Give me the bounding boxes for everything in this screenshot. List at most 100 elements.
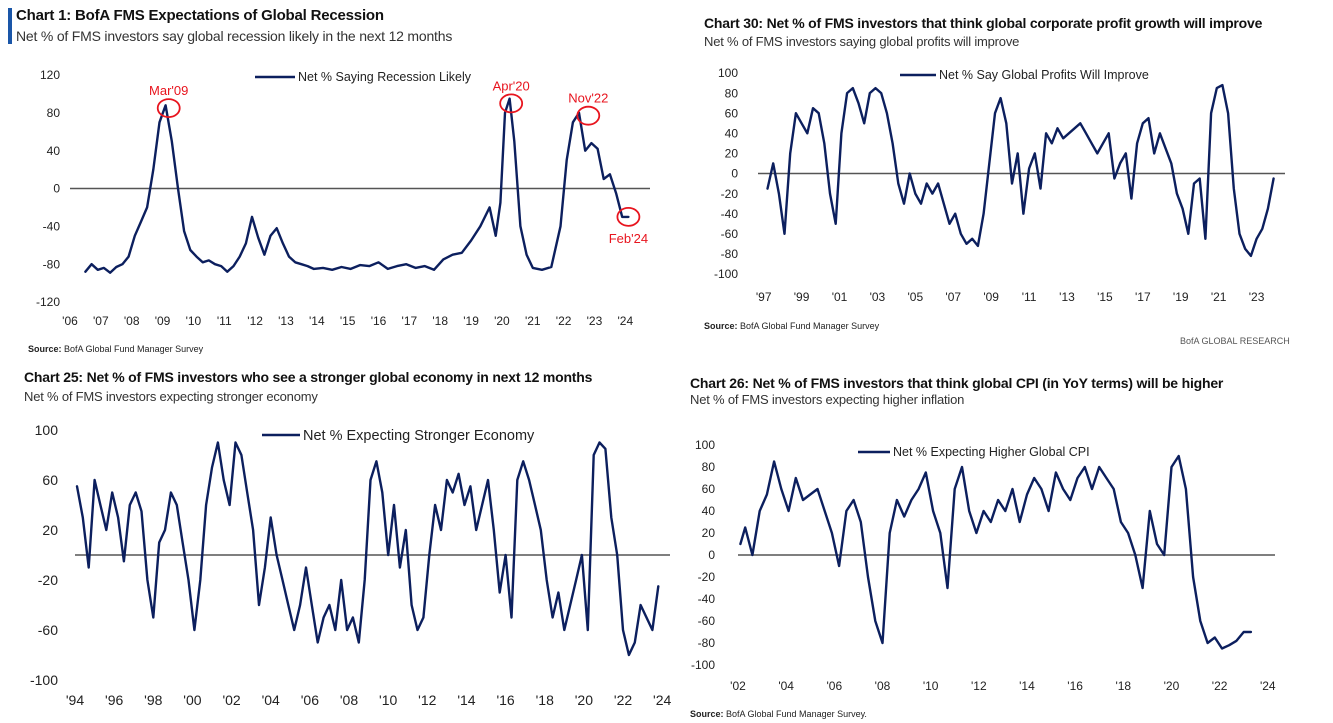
y-tick-label: 100 — [35, 422, 59, 438]
x-tick-label: '22 — [614, 692, 632, 708]
chart-subtitle: Net % of FMS investors saying global pro… — [704, 34, 1020, 49]
x-tick-label: '18 — [536, 692, 554, 708]
x-tick-label: '23 — [587, 314, 603, 328]
y-tick-label: 0 — [53, 182, 60, 196]
series-line — [84, 97, 630, 274]
annotation-label: Feb'24 — [609, 231, 648, 246]
annotation-label: Mar'09 — [149, 83, 188, 98]
x-tick-label: '17 — [1135, 290, 1151, 304]
x-tick-label: '18 — [432, 314, 448, 328]
x-tick-label: '24 — [617, 314, 633, 328]
y-tick-label: 20 — [725, 147, 739, 161]
y-tick-label: -40 — [721, 207, 739, 221]
chart-subtitle: Net % of FMS investors expecting higher … — [690, 392, 965, 407]
y-tick-label: -40 — [698, 592, 716, 606]
x-tick-label: '99 — [794, 290, 810, 304]
x-tick-label: '14 — [457, 692, 475, 708]
x-tick-label: '22 — [556, 314, 572, 328]
brand-label: BofA GLOBAL RESEARCH — [1180, 336, 1290, 346]
y-tick-label: 60 — [725, 106, 739, 120]
x-tick-label: '22 — [1212, 679, 1228, 693]
y-tick-label: 80 — [47, 106, 61, 120]
chart-profits: 100 80 60 40 20 0 -20 -40 -60 -80 -100 '97 '99 '01 '03… — [714, 66, 1285, 304]
x-tick-label: '00 — [183, 692, 201, 708]
y-tick-label: 60 — [42, 472, 58, 488]
x-tick-label: '23 — [1249, 290, 1265, 304]
chart-economy: 100 60 20 -20 -60 -100 '94 '96 '98 '00 '02 '04 '06 '0… — [30, 422, 672, 708]
legend-label: Net % Say Global Profits Will Improve — [939, 68, 1149, 82]
x-tick-label: '03 — [870, 290, 886, 304]
y-tick-label: -60 — [721, 227, 739, 241]
y-tick-label: -20 — [698, 570, 716, 584]
x-tick-label: '20 — [575, 692, 593, 708]
chart-source: Source: BofA Global Fund Manager Survey — [28, 344, 204, 354]
x-tick-label: '04 — [778, 679, 794, 693]
x-tick-label: '08 — [875, 679, 891, 693]
y-tick-label: 100 — [695, 438, 715, 452]
legend-label: Net % Expecting Higher Global CPI — [893, 445, 1090, 459]
x-tick-label: '14 — [309, 314, 325, 328]
x-tick-label: '07 — [93, 314, 109, 328]
annotation-circle — [499, 93, 524, 114]
x-tick-label: '96 — [105, 692, 123, 708]
chart-title: Chart 25: Net % of FMS investors who see… — [24, 369, 593, 385]
y-tick-label: -20 — [721, 187, 739, 201]
y-tick-label: 100 — [718, 66, 738, 80]
y-tick-label: 0 — [708, 548, 715, 562]
x-tick-label: '12 — [971, 679, 987, 693]
chart-source: Source: BofA Global Fund Manager Survey — [704, 321, 880, 331]
y-tick-label: -100 — [30, 672, 58, 688]
y-tick-label: -120 — [36, 295, 60, 309]
y-tick-label: 80 — [725, 86, 739, 100]
title-accent-bar — [8, 8, 12, 44]
legend-label: Net % Expecting Stronger Economy — [303, 428, 535, 444]
chart-inflation: 100 80 60 40 20 0 -20 -40 -60 -80 -100 '02 '04 '06 '08… — [691, 438, 1276, 693]
annotation-circle — [156, 98, 181, 119]
x-tick-label: '06 — [827, 679, 843, 693]
y-tick-label: 0 — [731, 167, 738, 181]
y-tick-label: 120 — [40, 68, 60, 82]
chart-subtitle: Net % of FMS investors expecting stronge… — [24, 389, 318, 404]
x-tick-label: '13 — [278, 314, 294, 328]
x-tick-label: '16 — [496, 692, 514, 708]
y-tick-label: 60 — [702, 482, 716, 496]
x-tick-label: '04 — [262, 692, 280, 708]
x-tick-label: '08 — [124, 314, 140, 328]
x-tick-label: '09 — [155, 314, 171, 328]
y-tick-label: -100 — [714, 267, 738, 281]
chart-title: Chart 1: BofA FMS Expectations of Global… — [16, 7, 384, 24]
x-tick-label: '19 — [463, 314, 479, 328]
x-tick-label: '12 — [247, 314, 263, 328]
x-tick-label: '01 — [832, 290, 848, 304]
legend-label: Net % Saying Recession Likely — [298, 70, 472, 84]
y-tick-label: -80 — [721, 247, 739, 261]
x-tick-label: '11 — [217, 314, 232, 328]
x-tick-label: '24 — [1260, 679, 1276, 693]
x-tick-label: '20 — [1164, 679, 1180, 693]
y-tick-label: -40 — [43, 220, 61, 234]
annotation-label: Apr'20 — [493, 78, 530, 93]
chart-title: Chart 30: Net % of FMS investors that th… — [704, 15, 1263, 31]
x-tick-label: '24 — [653, 692, 671, 708]
x-tick-label: '18 — [1115, 679, 1131, 693]
x-tick-label: '19 — [1173, 290, 1189, 304]
x-tick-label: '20 — [494, 314, 510, 328]
x-tick-label: '11 — [1022, 290, 1037, 304]
x-tick-label: '10 — [379, 692, 397, 708]
x-tick-label: '98 — [144, 692, 162, 708]
y-tick-label: -20 — [38, 572, 58, 588]
y-tick-label: 40 — [702, 504, 716, 518]
y-tick-label: -80 — [43, 257, 61, 271]
chart-source: Source: BofA Global Fund Manager Survey. — [690, 709, 867, 719]
series-line — [75, 441, 660, 657]
x-tick-label: '97 — [756, 290, 772, 304]
x-tick-label: '15 — [1097, 290, 1113, 304]
y-tick-label: -60 — [698, 614, 716, 628]
annotation-circle — [616, 206, 641, 227]
x-tick-label: '10 — [186, 314, 202, 328]
x-tick-label: '94 — [66, 692, 84, 708]
x-tick-label: '07 — [945, 290, 961, 304]
y-tick-label: 20 — [702, 526, 716, 540]
y-tick-label: -80 — [698, 636, 716, 650]
x-tick-label: '08 — [340, 692, 358, 708]
